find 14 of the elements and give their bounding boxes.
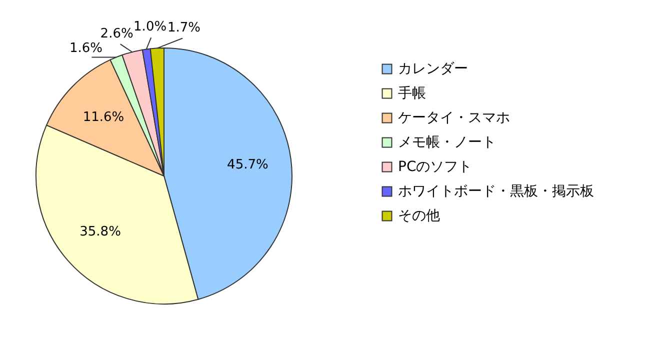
legend-label: PCのソフト: [398, 159, 472, 175]
legend-label: ケータイ・スマホ: [398, 110, 510, 126]
data-label: 11.6%: [82, 110, 124, 126]
data-label: 35.8%: [80, 224, 121, 240]
legend-label: その他: [398, 208, 440, 224]
data-label: 1.0%: [134, 20, 167, 35]
legend-label: メモ帳・ノート: [398, 134, 496, 150]
legend-label: 手帳: [398, 86, 426, 102]
data-label: 1.6%: [69, 40, 103, 56]
data-label: 2.6%: [100, 26, 134, 42]
data-label: 45.7%: [227, 158, 268, 173]
data-label: 1.7%: [167, 20, 201, 36]
legend-label: ホワイトボード・黒板・掲示板: [398, 184, 594, 200]
legend-label: カレンダー: [398, 61, 468, 77]
